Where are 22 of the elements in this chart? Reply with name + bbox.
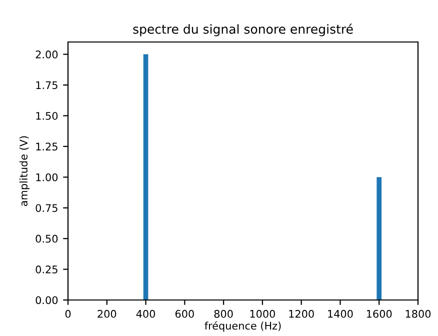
x-tick-label: 1600: [367, 310, 392, 318]
x-axis-title: fréquence (Hz): [204, 321, 281, 332]
x-tick-label: 1400: [328, 310, 353, 318]
y-axis-title: amplitude (V): [19, 136, 30, 206]
y-tick-label: 1.25: [36, 142, 58, 151]
x-tick-label: 400: [136, 310, 156, 318]
y-tick-label: 0.50: [36, 234, 58, 243]
y-tick-label: 2.00: [36, 50, 58, 58]
y-tick-label: 1.00: [36, 173, 58, 182]
x-tick-label: 1200: [289, 310, 314, 318]
x-tick-label: 0: [65, 310, 71, 318]
y-tick-label: 0.00: [36, 296, 58, 304]
chart-title: spectre du signal sonore enregistré: [133, 24, 353, 36]
x-tick-label: 800: [214, 310, 233, 318]
y-tick-label: 1.50: [36, 112, 58, 120]
x-tick-label: 600: [175, 310, 194, 318]
x-tick-label: 200: [98, 310, 116, 318]
y-tick-label: 1.75: [36, 81, 58, 90]
x-tick-label: 1000: [250, 310, 276, 318]
y-tick-label: 0.25: [36, 266, 58, 274]
y-tick-label: 0.75: [36, 204, 58, 212]
x-tick-label: 1800: [406, 310, 431, 318]
